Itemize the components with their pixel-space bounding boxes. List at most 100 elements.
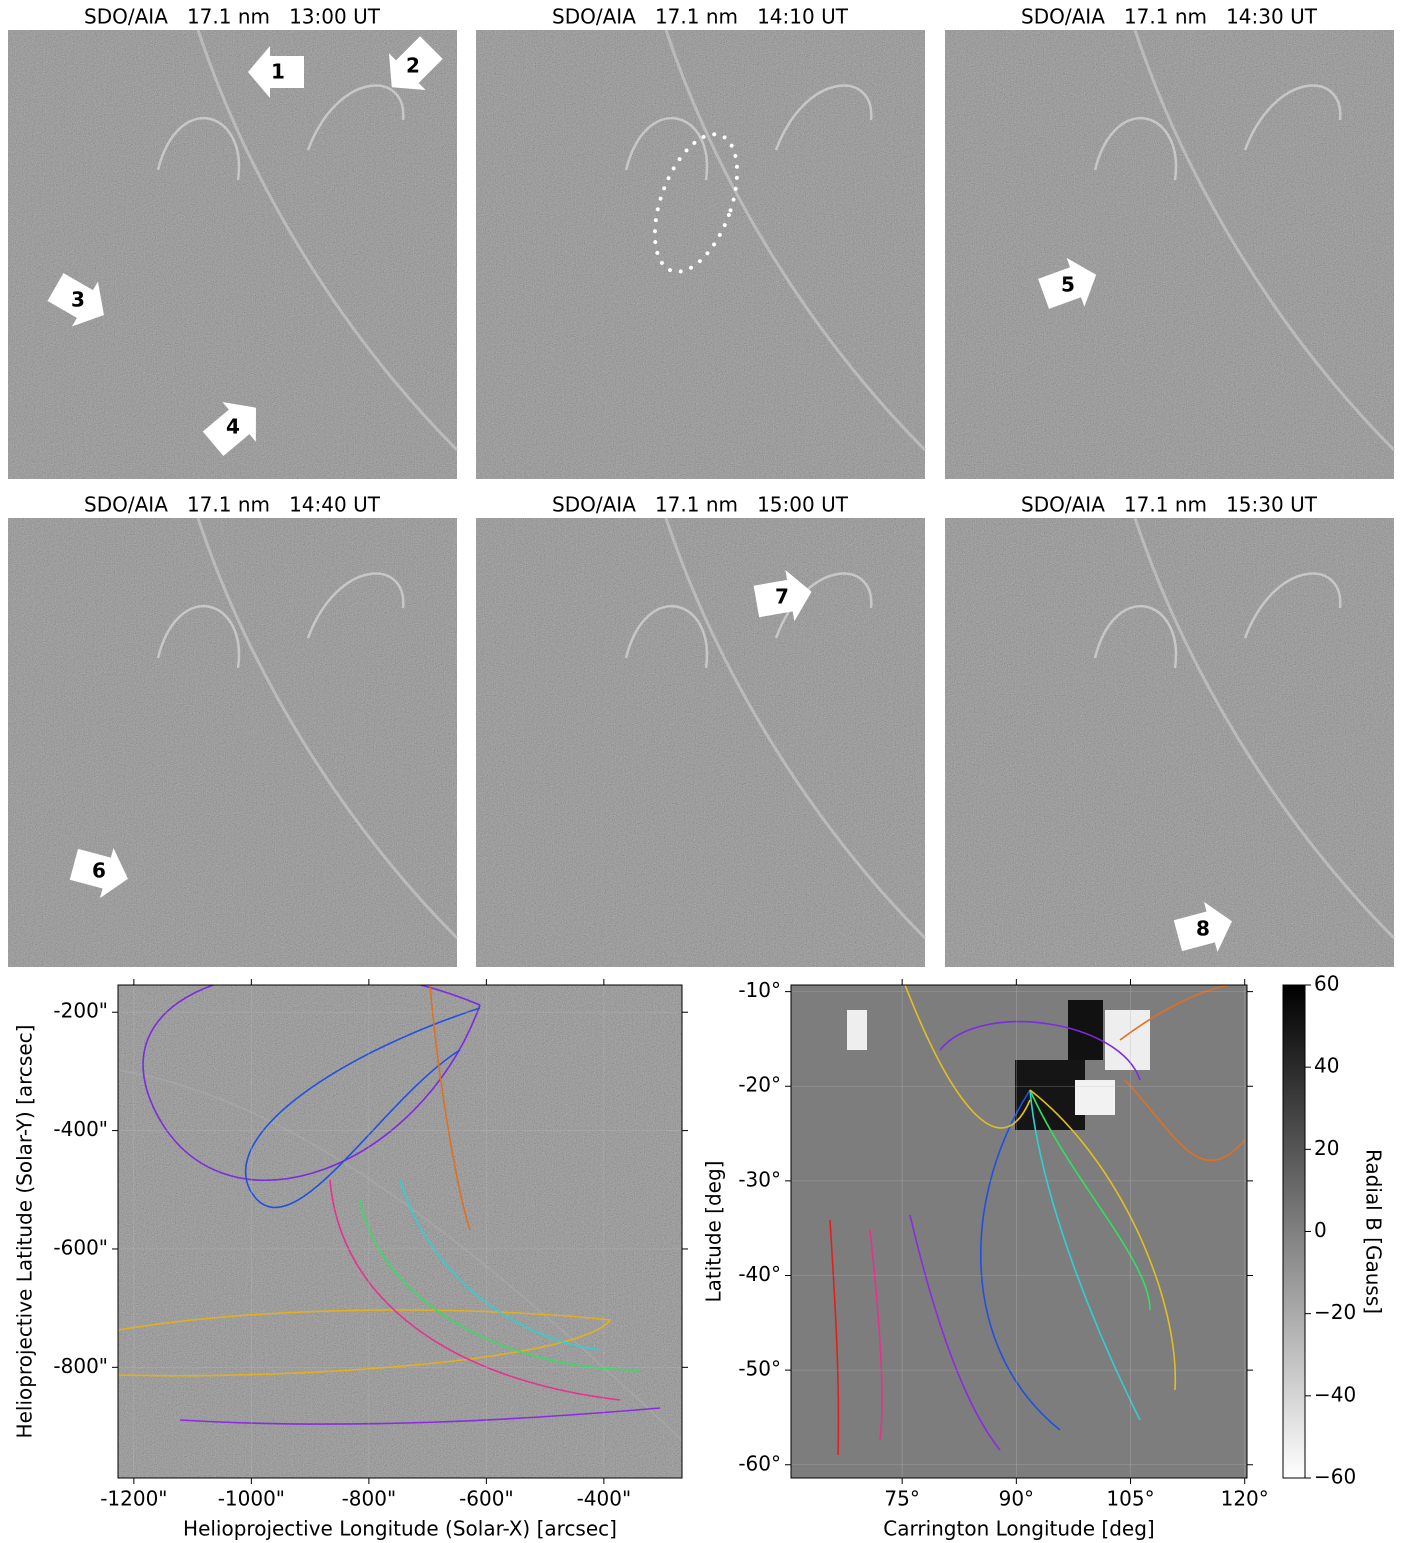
- loops: [1093, 84, 1342, 181]
- arrow-label: 3: [71, 288, 85, 312]
- panel-title: SDO/AIA 17.1 nm 13:00 UT: [84, 5, 381, 29]
- x-tick-label: 75°: [884, 1487, 919, 1511]
- x-axis-label: Helioprojective Longitude (Solar-X) [arc…: [183, 1517, 617, 1541]
- colorbar-tick-label: 0: [1314, 1218, 1327, 1242]
- limb: [1133, 29, 1396, 452]
- polarity: [1105, 1010, 1150, 1070]
- magnetogram: [791, 985, 1247, 1478]
- panel-title: SDO/AIA 17.1 nm 15:30 UT: [1021, 493, 1318, 517]
- arrow-label: 8: [1196, 917, 1210, 941]
- image-noise: [118, 985, 682, 1478]
- y-tick-label: -60°: [738, 1451, 781, 1475]
- x-tick-label: 120°: [1221, 1487, 1269, 1511]
- field-line: [1029, 1089, 1151, 1311]
- panel-title: SDO/AIA 17.1 nm 14:40 UT: [84, 493, 381, 517]
- y-axis-label: Helioprojective Latitude (Solar-Y) [arcs…: [13, 1025, 37, 1439]
- field-line: [909, 1214, 1001, 1451]
- panel-title: SDO/AIA 17.1 nm 15:00 UT: [552, 493, 849, 517]
- arrow: 5: [1038, 257, 1097, 309]
- x-tick-label: 105°: [1106, 1487, 1154, 1511]
- x-tick-label: 90°: [999, 1487, 1034, 1511]
- axes: -1200" -1000" -800" -600" -400" -200" -400" -60…: [13, 972, 1386, 1541]
- x-tick-label: -400": [577, 1487, 632, 1511]
- arrow-shape: [1038, 257, 1097, 309]
- loops: [624, 572, 873, 669]
- limb: [196, 29, 459, 452]
- y-axis-label: Latitude [deg]: [702, 1161, 726, 1303]
- plot-frame: [117, 984, 683, 1479]
- image-noise: [8, 518, 457, 967]
- field-line: [142, 985, 481, 1182]
- limb: [117, 1069, 683, 1441]
- arrow: 1: [248, 46, 304, 98]
- panel-title: SDO/AIA 17.1 nm 14:30 UT: [1021, 5, 1318, 29]
- field-line: [399, 1179, 601, 1351]
- arrow: 7: [753, 570, 812, 622]
- arrow: 4: [202, 401, 256, 456]
- colorbar-tick-label: 20: [1314, 1136, 1339, 1160]
- image-noise: [476, 518, 925, 967]
- y-tick-label: -20°: [738, 1073, 781, 1097]
- arrow-shape: [753, 570, 812, 622]
- arrow-shape: [1173, 901, 1232, 953]
- arrow: 3: [47, 273, 104, 327]
- field-line: [939, 1020, 1141, 1081]
- arrow-label: 1: [271, 60, 285, 84]
- arrow: 8: [1173, 901, 1232, 953]
- y-tick-label: -10°: [738, 978, 781, 1002]
- field-line: [359, 1199, 641, 1371]
- limb: [664, 517, 927, 940]
- x-tick-label: -1200": [100, 1487, 167, 1511]
- x-tick-label: -1000": [218, 1487, 285, 1511]
- loops: [156, 84, 405, 181]
- plot-frame: [790, 984, 1248, 1479]
- field-line: [244, 1007, 481, 1209]
- colorbar-tick-label: 60: [1314, 972, 1339, 996]
- arrow-label: 7: [775, 585, 789, 609]
- y-tick-label: -40°: [738, 1262, 781, 1286]
- arrow-shape: [248, 46, 304, 98]
- image-noise: [945, 518, 1394, 967]
- limb: [196, 517, 459, 940]
- field-line: [429, 985, 471, 1231]
- y-tick-label: -800": [53, 1354, 108, 1378]
- colorbar-tick-label: −60: [1314, 1465, 1356, 1489]
- arrow-label: 5: [1061, 273, 1075, 297]
- y-tick-label: -30°: [738, 1167, 781, 1191]
- y-tick-label: -400": [53, 1117, 108, 1141]
- arrow: 2: [388, 36, 443, 91]
- colorbar-tick-label: −20: [1314, 1300, 1356, 1324]
- arrow: 6: [69, 847, 128, 899]
- image-noise: [476, 30, 925, 479]
- y-tick-label: -200": [53, 999, 108, 1023]
- field-line: [829, 1219, 840, 1456]
- field-line: [118, 1309, 612, 1377]
- field-line: [179, 1407, 661, 1425]
- field-lines: [829, 985, 1246, 1456]
- colorbar-tick-label: −40: [1314, 1382, 1356, 1406]
- panels: SDO/AIA 17.1 nm 13:00 UT 1 2 3 4 SDO/AIA 17.1…: [8, 5, 1396, 1478]
- arrow-label: 4: [226, 415, 240, 439]
- field-line: [1029, 1089, 1177, 1391]
- loops: [1093, 572, 1342, 669]
- arrow-shape: [388, 36, 443, 91]
- field-line: [904, 985, 1031, 1129]
- limb: [1133, 517, 1396, 940]
- field-line: [869, 1229, 883, 1441]
- polarity: [1015, 1060, 1085, 1130]
- arrow-shape: [47, 273, 104, 327]
- arrow-shape: [69, 847, 128, 899]
- polarity: [847, 1010, 867, 1050]
- colorbar: [1282, 984, 1306, 1479]
- panel-title: SDO/AIA 17.1 nm 14:10 UT: [552, 5, 849, 29]
- x-axis-label: Carrington Longitude [deg]: [883, 1517, 1154, 1541]
- x-tick-label: -800": [342, 1487, 397, 1511]
- arrow-shape: [202, 401, 256, 456]
- field-line: [980, 1089, 1061, 1431]
- polarity: [1075, 1080, 1115, 1115]
- y-tick-label: -50°: [738, 1357, 781, 1381]
- colorbar-label: Radial B [Gauss]: [1362, 1149, 1386, 1314]
- x-tick-label: -600": [459, 1487, 514, 1511]
- image-noise: [945, 30, 1394, 479]
